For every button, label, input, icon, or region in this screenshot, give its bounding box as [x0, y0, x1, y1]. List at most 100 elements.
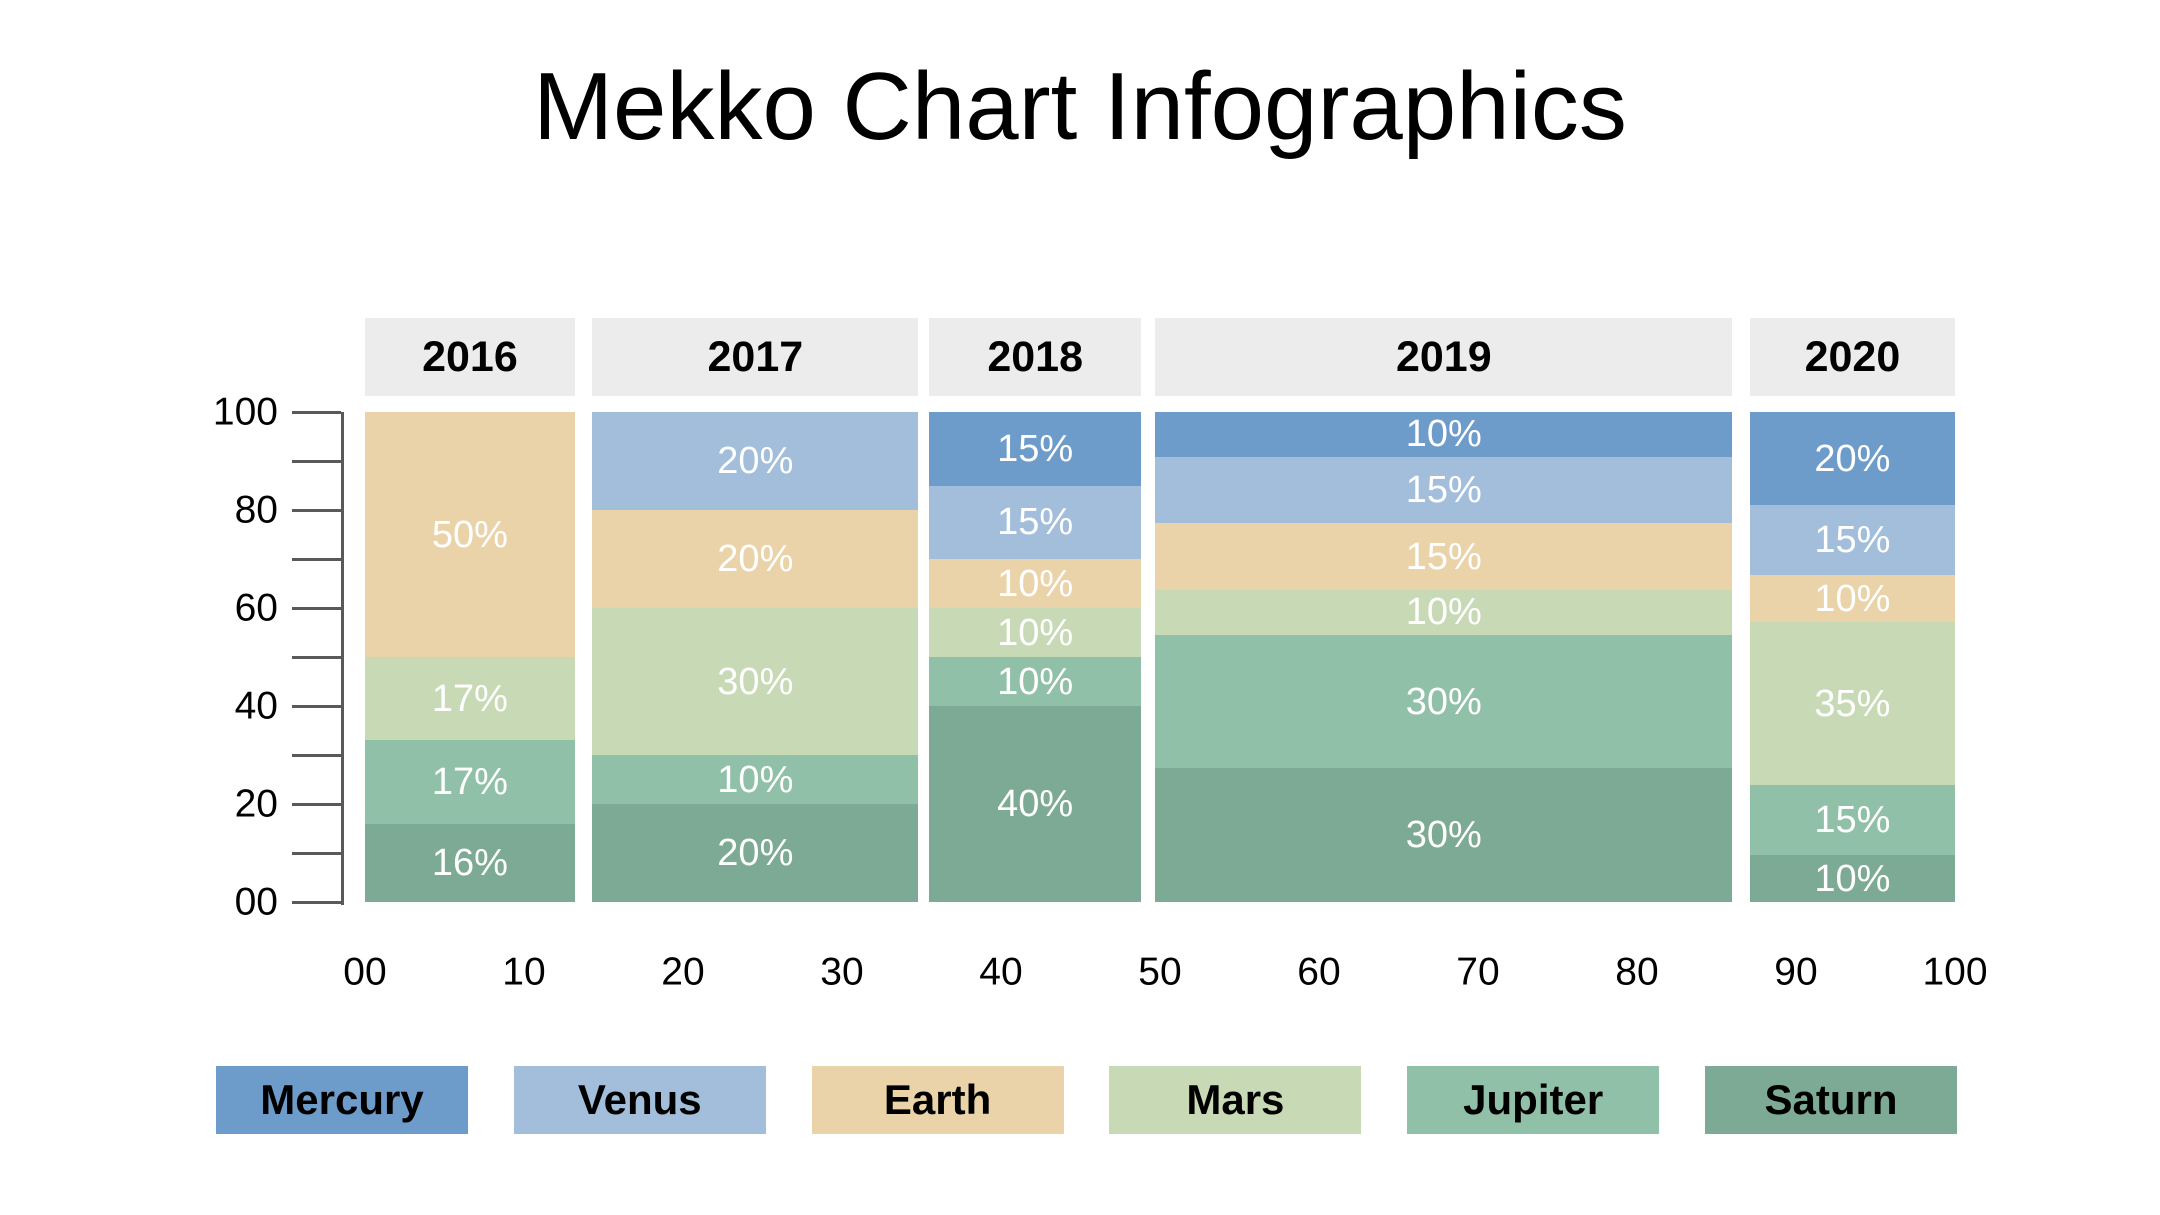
- segment-label: 20%: [717, 538, 794, 580]
- segment-label: 10%: [997, 660, 1074, 703]
- y-axis-label: 100: [212, 390, 278, 434]
- y-axis-label: 00: [234, 880, 278, 924]
- segment-2018-mars: 10%: [929, 608, 1141, 657]
- segment-label: 10%: [1814, 577, 1891, 620]
- segment-2016-saturn: 16%: [365, 823, 575, 902]
- legend-item-saturn: Saturn: [1705, 1066, 1957, 1134]
- x-axis-label: 50: [1138, 950, 1182, 994]
- y-axis-label: 60: [234, 586, 278, 630]
- legend-item-mercury: Mercury: [216, 1066, 468, 1134]
- segment-label: 15%: [997, 501, 1074, 544]
- segment-label: 20%: [717, 832, 794, 874]
- segment-label: 10%: [997, 611, 1074, 654]
- segment-label: 10%: [717, 758, 794, 801]
- x-axis-label: 00: [343, 950, 387, 994]
- x-axis-label: 70: [1456, 950, 1500, 994]
- y-axis-tick: [292, 508, 341, 512]
- segment-label: 10%: [1405, 413, 1482, 456]
- year-header-2016: 2016: [365, 318, 575, 396]
- segment-label: 15%: [1405, 535, 1482, 578]
- y-axis-tick: [292, 704, 341, 708]
- y-axis-tick: [292, 753, 341, 757]
- x-axis-label: 40: [979, 950, 1023, 994]
- year-header-2019: 2019: [1155, 318, 1733, 396]
- segment-2017-venus: 20%: [592, 412, 919, 510]
- x-axis-label: 90: [1774, 950, 1818, 994]
- y-axis-tick: [292, 459, 341, 463]
- segment-2017-earth: 20%: [592, 510, 919, 608]
- segment-label: 15%: [997, 427, 1074, 470]
- segment-2017-jupiter: 10%: [592, 755, 919, 804]
- segment-label: 15%: [1814, 519, 1891, 562]
- segment-2019-mercury: 10%: [1155, 412, 1733, 457]
- segment-label: 20%: [1814, 437, 1891, 480]
- segment-2017-saturn: 20%: [592, 804, 919, 902]
- column-2020: 20% 15% 10% 35% 15% 10%: [1749, 412, 1955, 902]
- segment-2020-venus: 15%: [1749, 505, 1955, 576]
- segment-label: 16%: [431, 841, 508, 884]
- segment-label: 17%: [431, 760, 508, 803]
- segment-2019-venus: 15%: [1155, 456, 1733, 524]
- x-axis-label: 100: [1922, 950, 1988, 994]
- segment-2016-jupiter: 17%: [365, 740, 575, 824]
- segment-2019-jupiter: 30%: [1155, 634, 1733, 769]
- segment-2020-jupiter: 15%: [1749, 785, 1955, 856]
- x-axis-label: 60: [1297, 950, 1341, 994]
- segment-2018-saturn: 40%: [929, 706, 1141, 902]
- x-axis-label: 30: [820, 950, 864, 994]
- legend-item-jupiter: Jupiter: [1407, 1066, 1660, 1134]
- segment-2019-earth: 15%: [1155, 523, 1733, 591]
- segment-label: 30%: [1405, 814, 1482, 857]
- segment-label: 10%: [997, 562, 1074, 605]
- segment-label: 30%: [1405, 680, 1482, 723]
- segment-2016-mars: 17%: [365, 657, 575, 741]
- y-axis-tick: [292, 606, 341, 610]
- segment-2017-mars: 30%: [592, 608, 919, 755]
- x-axis-label: 10: [502, 950, 546, 994]
- year-header-2017: 2017: [592, 318, 919, 396]
- segment-2019-saturn: 30%: [1155, 768, 1733, 902]
- column-2019: 10% 15% 15% 10% 30% 30%: [1155, 412, 1733, 902]
- segment-2020-mercury: 20%: [1749, 412, 1955, 506]
- y-axis-label: 20: [234, 782, 278, 826]
- legend-item-earth: Earth: [811, 1066, 1064, 1134]
- y-axis-line: [341, 412, 344, 905]
- year-header-2020: 2020: [1749, 318, 1955, 396]
- segment-label: 15%: [1814, 799, 1891, 842]
- y-axis-tick: [292, 900, 341, 904]
- segment-2020-mars: 35%: [1749, 622, 1955, 786]
- segment-2020-saturn: 10%: [1749, 855, 1955, 902]
- segment-label: 10%: [1405, 591, 1482, 634]
- segment-2019-mars: 10%: [1155, 590, 1733, 635]
- segment-label: 50%: [431, 513, 508, 556]
- y-axis-tick: [292, 802, 341, 806]
- column-2018: 15% 15% 10% 10% 10% 40%: [929, 412, 1141, 902]
- legend-item-mars: Mars: [1109, 1066, 1362, 1134]
- year-header-2018: 2018: [929, 318, 1141, 396]
- segment-label: 20%: [717, 440, 794, 482]
- segment-label: 10%: [1814, 857, 1891, 900]
- chart-title: Mekko Chart Infographics: [533, 53, 1627, 160]
- y-axis-tick: [292, 557, 341, 561]
- segment-2018-earth: 10%: [929, 559, 1141, 608]
- segment-2018-jupiter: 10%: [929, 657, 1141, 706]
- column-2016: 50% 17% 17% 16%: [365, 412, 575, 902]
- segment-label: 17%: [431, 677, 508, 720]
- y-axis-tick: [292, 410, 341, 414]
- y-axis-tick: [292, 655, 341, 659]
- y-axis-label: 40: [234, 684, 278, 728]
- segment-2018-mercury: 15%: [929, 412, 1141, 486]
- segment-label: 30%: [717, 660, 794, 703]
- segment-2016-earth: 50%: [365, 412, 575, 657]
- y-axis-label: 80: [234, 488, 278, 532]
- segment-2020-earth: 10%: [1749, 575, 1955, 622]
- column-2017: 20% 20% 30% 10% 20%: [592, 412, 919, 902]
- segment-label: 35%: [1814, 682, 1891, 725]
- y-axis-tick: [292, 851, 341, 855]
- segment-2018-venus: 15%: [929, 485, 1141, 559]
- x-axis-label: 80: [1615, 950, 1659, 994]
- x-axis-label: 20: [661, 950, 705, 994]
- legend-item-venus: Venus: [513, 1066, 766, 1134]
- segment-label: 40%: [997, 783, 1074, 825]
